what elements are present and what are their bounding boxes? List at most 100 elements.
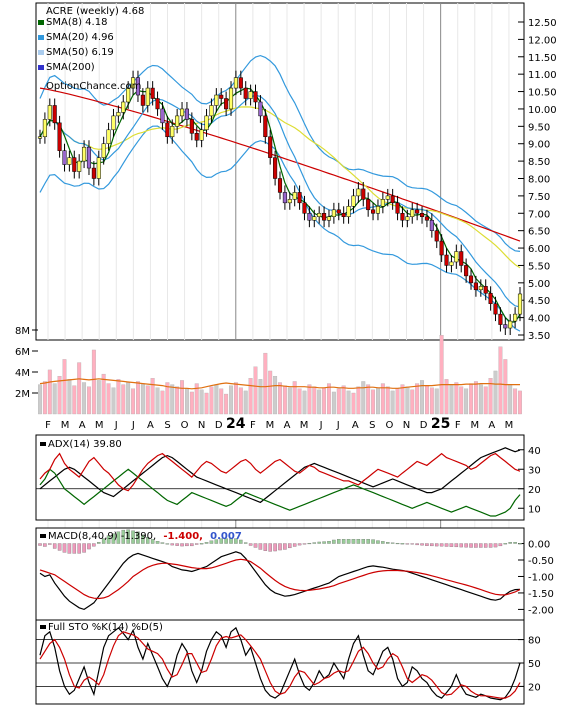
sma-lines	[39, 87, 521, 323]
candle-body	[116, 112, 121, 117]
candle-body	[405, 216, 410, 221]
macd-histogram-bar	[258, 543, 263, 550]
macd-histogram-bar	[386, 541, 390, 544]
volume-bar	[503, 359, 508, 415]
macd-histogram-bar	[224, 538, 228, 544]
macd-histogram-bar	[160, 542, 165, 544]
macd-histogram-bar	[136, 531, 140, 544]
volume-bar	[498, 346, 503, 415]
volume-bar	[395, 388, 400, 415]
macd-histogram-bar	[479, 543, 483, 548]
macd-histogram-bar	[283, 543, 287, 550]
sma8-line	[39, 87, 521, 323]
macd-histogram-bar	[395, 542, 400, 545]
panel-tick-label: 0.00	[528, 540, 550, 551]
macd-histogram-bar	[415, 543, 419, 546]
sto-panel: 80 50 20 Full STO %K(14) %D(5)	[35, 619, 541, 705]
macd-histogram-bar	[141, 534, 145, 544]
macd-histogram-bar	[288, 543, 292, 549]
candle-body	[140, 94, 145, 106]
macd-histogram-bar	[430, 543, 434, 547]
legend-label: SMA(50) 6.19	[46, 47, 114, 58]
candle-body	[439, 240, 444, 256]
macd-histogram-bar	[425, 543, 429, 546]
candle-body	[135, 77, 141, 96]
volume-bar	[513, 388, 518, 415]
macd-histogram-bar	[474, 543, 478, 548]
candle-body	[395, 202, 400, 214]
candle-body	[336, 209, 341, 214]
macd-histogram-bar	[126, 529, 130, 544]
macd-histogram-bar	[493, 543, 498, 548]
volume-bar	[229, 385, 233, 415]
volume-bar	[429, 387, 434, 415]
candle-body	[493, 303, 498, 315]
volume-bar	[351, 392, 356, 415]
macd-histogram-bar	[204, 542, 209, 544]
macd-histogram-bar	[297, 543, 302, 546]
volume-bar	[72, 385, 77, 415]
x-tick-label: N	[403, 420, 410, 431]
volume-bar	[155, 387, 160, 415]
macd-histogram-bar	[503, 543, 508, 545]
volume-tick-label: 6M	[15, 347, 30, 358]
macd-histogram-bar	[371, 539, 375, 544]
volume-bar	[150, 378, 155, 415]
candle-body	[468, 275, 474, 284]
candle-body	[214, 94, 219, 106]
candle-body	[111, 115, 116, 131]
volume-bar	[258, 379, 263, 415]
x-tick-label: A	[488, 420, 495, 431]
macd-histogram-bar	[273, 543, 277, 552]
candle-body	[199, 129, 204, 141]
macd-histogram-bar	[194, 543, 199, 545]
candle-body	[160, 108, 165, 124]
macd-histogram-bar	[234, 538, 238, 544]
candle-body	[233, 77, 238, 89]
volume-bar	[483, 386, 488, 415]
volume-bar	[336, 388, 341, 415]
volume-bar	[145, 385, 150, 415]
candle-body	[155, 98, 160, 110]
candle-body	[419, 213, 425, 218]
macd-panel: 0.00 -0.50 -1.00 -1.50 -2.00 MACD(8,40,9) -1…	[35, 527, 554, 621]
price-y-axis: 12.50 12.00 11.50 11.00 10.50 10.00 9.50 9.00 8.…	[518, 18, 557, 342]
panel-tick-label: 20	[528, 485, 541, 496]
candle-body	[459, 251, 464, 266]
macd-value-2: -1.400,	[163, 531, 203, 542]
candle-body	[361, 188, 366, 200]
macd-histogram-bar	[57, 543, 62, 551]
volume-bar	[160, 390, 165, 415]
volume-bar	[322, 387, 327, 415]
candle-body	[62, 150, 67, 165]
volume-bar	[96, 380, 101, 415]
candle-body	[165, 122, 170, 138]
sma50-line	[39, 106, 521, 269]
candle-body	[488, 293, 493, 304]
macd-histogram-bar	[48, 543, 52, 545]
x-tick-label: M	[61, 420, 70, 431]
panel-tick-label: -0.50	[528, 556, 554, 567]
price-tick-label: 7.00	[528, 209, 550, 220]
legend-line-swatch	[38, 50, 44, 55]
macd-histogram-bar	[366, 539, 370, 544]
volume-bar	[493, 370, 498, 415]
volume-bar	[106, 383, 111, 415]
sto-panel-frame	[35, 619, 525, 705]
volume-bar	[165, 382, 170, 415]
x-tick-label: F	[250, 420, 256, 431]
volume-bar	[361, 381, 366, 415]
volume-bar	[57, 376, 62, 415]
price-tick-label: 6.50	[528, 227, 550, 238]
volume-bar	[101, 373, 106, 415]
macd-histogram-bar	[268, 543, 272, 552]
volume-tick-label: 2M	[15, 389, 30, 400]
candle-body	[243, 87, 248, 99]
price-tick-label: 10.00	[528, 105, 557, 116]
price-tick-label: 10.50	[528, 88, 557, 99]
macd-histogram-bar	[459, 543, 463, 548]
volume-bar	[268, 370, 273, 415]
candle-body	[483, 286, 488, 294]
volume-bar	[287, 387, 292, 415]
volume-bar	[263, 352, 268, 415]
